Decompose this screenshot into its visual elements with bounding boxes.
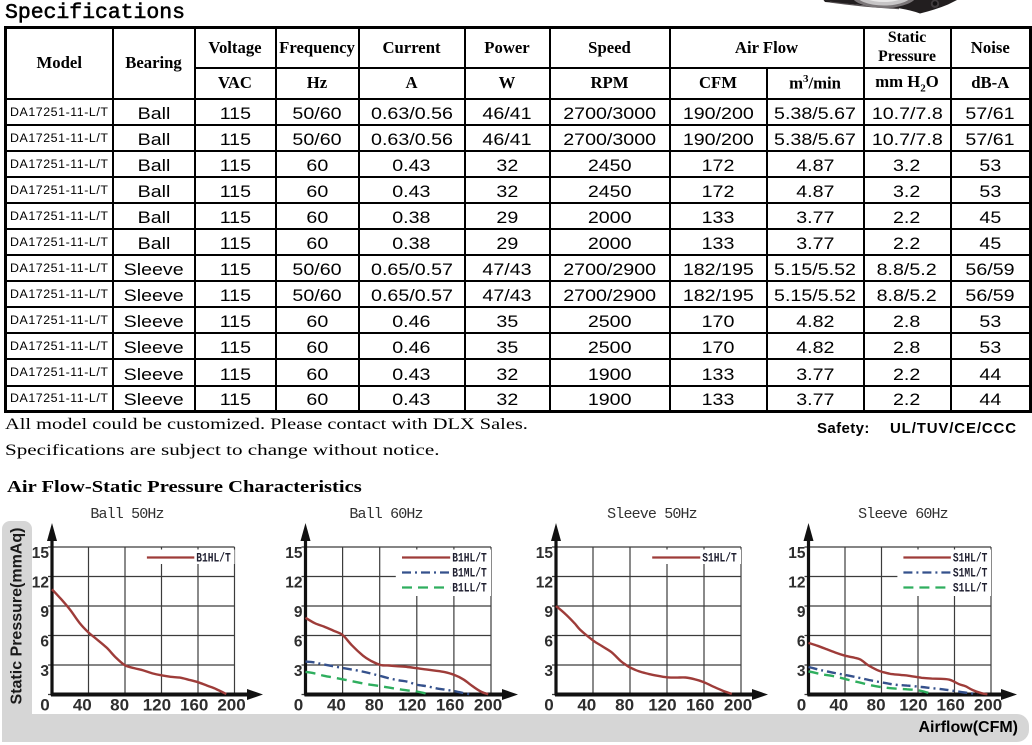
- svg-text:15: 15: [32, 545, 50, 562]
- svg-text:S1HL/T: S1HL/T: [953, 551, 988, 566]
- svg-text:3: 3: [797, 663, 806, 680]
- svg-text:9: 9: [294, 604, 303, 621]
- svg-text:S1HL/T: S1HL/T: [702, 551, 737, 566]
- svg-text:6: 6: [294, 634, 303, 651]
- svg-text:40: 40: [327, 696, 346, 715]
- svg-text:6: 6: [544, 634, 553, 651]
- svg-text:S1ML/T: S1ML/T: [953, 566, 988, 581]
- svg-text:160: 160: [686, 696, 714, 715]
- svg-text:0: 0: [294, 696, 303, 715]
- svg-text:120: 120: [899, 696, 927, 715]
- svg-text:120: 120: [143, 696, 171, 715]
- svg-text:3: 3: [544, 663, 553, 680]
- svg-text:9: 9: [544, 604, 553, 621]
- svg-text:9: 9: [797, 604, 806, 621]
- svg-text:15: 15: [788, 545, 806, 562]
- svg-text:160: 160: [180, 696, 208, 715]
- svg-text:120: 120: [398, 696, 426, 715]
- svg-text:120: 120: [648, 696, 676, 715]
- svg-text:200: 200: [724, 696, 752, 715]
- svg-text:9: 9: [40, 604, 49, 621]
- svg-text:40: 40: [829, 696, 848, 715]
- svg-text:15: 15: [536, 545, 554, 562]
- svg-text:B1LL/T: B1LL/T: [452, 581, 487, 596]
- svg-text:B1HL/T: B1HL/T: [452, 551, 487, 566]
- svg-text:6: 6: [797, 634, 806, 651]
- svg-text:15: 15: [285, 545, 303, 562]
- svg-text:B1HL/T: B1HL/T: [196, 551, 231, 566]
- svg-text:12: 12: [285, 575, 302, 592]
- svg-text:3: 3: [40, 663, 49, 680]
- svg-text:12: 12: [32, 575, 49, 592]
- svg-text:160: 160: [436, 696, 464, 715]
- svg-text:80: 80: [615, 696, 634, 715]
- svg-text:S1LL/T: S1LL/T: [953, 581, 988, 596]
- svg-text:200: 200: [474, 696, 502, 715]
- svg-text:40: 40: [577, 696, 596, 715]
- svg-text:160: 160: [937, 696, 965, 715]
- svg-text:12: 12: [788, 575, 805, 592]
- svg-text:200: 200: [974, 696, 1002, 715]
- svg-text:B1ML/T: B1ML/T: [452, 566, 487, 581]
- svg-text:3: 3: [294, 663, 303, 680]
- svg-text:80: 80: [867, 696, 886, 715]
- svg-text:12: 12: [536, 575, 553, 592]
- svg-text:6: 6: [40, 634, 49, 651]
- svg-text:40: 40: [73, 696, 92, 715]
- svg-text:80: 80: [110, 696, 129, 715]
- svg-text:0: 0: [544, 696, 553, 715]
- svg-text:0: 0: [797, 696, 806, 715]
- svg-text:80: 80: [365, 696, 384, 715]
- svg-text:0: 0: [40, 696, 49, 715]
- svg-text:200: 200: [217, 696, 245, 715]
